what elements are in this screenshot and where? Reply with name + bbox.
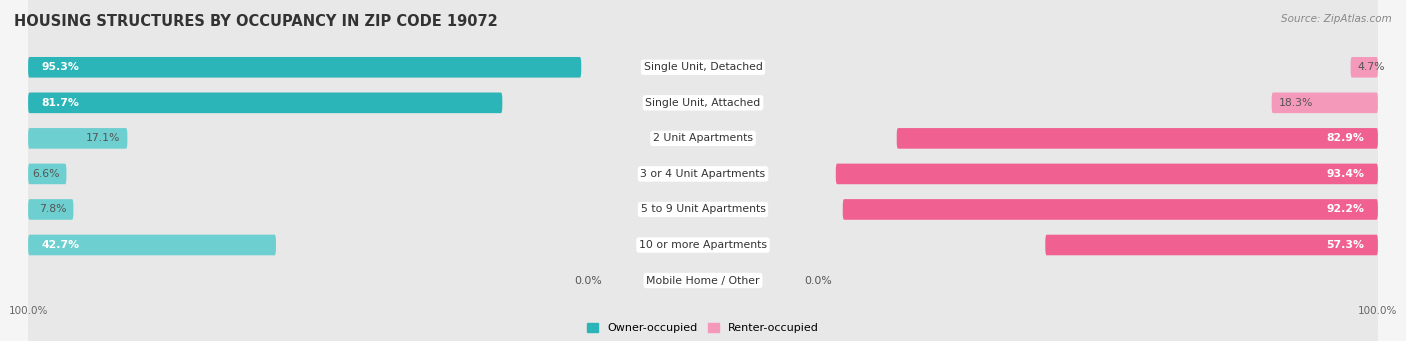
Text: 95.3%: 95.3% (42, 62, 80, 72)
FancyBboxPatch shape (28, 17, 1378, 189)
Text: 17.1%: 17.1% (86, 133, 121, 143)
Text: 6.6%: 6.6% (32, 169, 59, 179)
Text: 93.4%: 93.4% (1326, 169, 1364, 179)
Text: 0.0%: 0.0% (804, 276, 832, 285)
FancyBboxPatch shape (897, 128, 1378, 149)
Text: 10 or more Apartments: 10 or more Apartments (638, 240, 768, 250)
Text: 5 to 9 Unit Apartments: 5 to 9 Unit Apartments (641, 205, 765, 214)
Text: 0.0%: 0.0% (574, 276, 602, 285)
Text: 7.8%: 7.8% (39, 205, 66, 214)
FancyBboxPatch shape (28, 159, 1378, 331)
Text: 57.3%: 57.3% (1326, 240, 1364, 250)
Text: HOUSING STRUCTURES BY OCCUPANCY IN ZIP CODE 19072: HOUSING STRUCTURES BY OCCUPANCY IN ZIP C… (14, 14, 498, 29)
FancyBboxPatch shape (28, 57, 581, 78)
Text: 82.9%: 82.9% (1326, 133, 1364, 143)
FancyBboxPatch shape (28, 124, 1378, 295)
FancyBboxPatch shape (28, 164, 66, 184)
Text: Single Unit, Attached: Single Unit, Attached (645, 98, 761, 108)
FancyBboxPatch shape (28, 88, 1378, 260)
FancyBboxPatch shape (28, 53, 1378, 224)
Text: 2 Unit Apartments: 2 Unit Apartments (652, 133, 754, 143)
FancyBboxPatch shape (28, 128, 128, 149)
Text: 42.7%: 42.7% (42, 240, 80, 250)
Legend: Owner-occupied, Renter-occupied: Owner-occupied, Renter-occupied (582, 319, 824, 338)
Text: 81.7%: 81.7% (42, 98, 80, 108)
FancyBboxPatch shape (28, 235, 276, 255)
FancyBboxPatch shape (835, 164, 1378, 184)
Text: Source: ZipAtlas.com: Source: ZipAtlas.com (1281, 14, 1392, 24)
FancyBboxPatch shape (1271, 92, 1378, 113)
FancyBboxPatch shape (28, 0, 1378, 153)
FancyBboxPatch shape (28, 92, 502, 113)
Text: 4.7%: 4.7% (1357, 62, 1385, 72)
Text: 92.2%: 92.2% (1326, 205, 1364, 214)
Text: 18.3%: 18.3% (1278, 98, 1313, 108)
FancyBboxPatch shape (28, 195, 1378, 341)
Text: Mobile Home / Other: Mobile Home / Other (647, 276, 759, 285)
Text: 3 or 4 Unit Apartments: 3 or 4 Unit Apartments (641, 169, 765, 179)
FancyBboxPatch shape (28, 199, 73, 220)
FancyBboxPatch shape (1045, 235, 1378, 255)
Text: Single Unit, Detached: Single Unit, Detached (644, 62, 762, 72)
FancyBboxPatch shape (1351, 57, 1378, 78)
FancyBboxPatch shape (842, 199, 1378, 220)
